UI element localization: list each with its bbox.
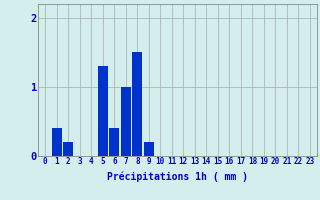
Bar <box>109 128 119 156</box>
Bar <box>132 52 142 156</box>
Bar <box>121 87 131 156</box>
Bar <box>98 66 108 156</box>
Bar <box>144 142 154 156</box>
Bar <box>52 128 62 156</box>
X-axis label: Précipitations 1h ( mm ): Précipitations 1h ( mm ) <box>107 172 248 182</box>
Bar <box>63 142 73 156</box>
